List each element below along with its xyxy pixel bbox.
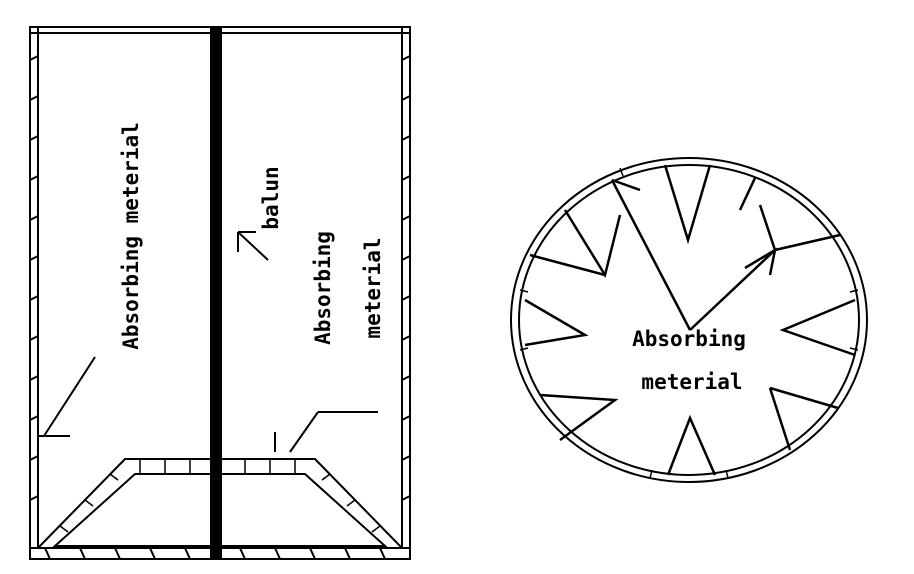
bottom-absorber-outer — [35, 458, 405, 549]
absorber-top-hatch — [139, 459, 296, 474]
outer-ellipse — [510, 157, 868, 483]
absorber-wedges — [524, 164, 856, 476]
ellipse-wall-ticks — [519, 167, 859, 479]
label-absorbing-left: Absorbing meterial — [119, 122, 143, 350]
label-balun: balun — [259, 166, 283, 229]
inner-ellipse — [518, 164, 860, 476]
right-label-leader — [274, 411, 378, 453]
balun-arrow — [237, 231, 269, 261]
label-absorbing-right-line2: meterial — [361, 237, 385, 338]
right-wall-hatch — [401, 55, 411, 501]
balun-rod — [210, 27, 222, 559]
left-label-leader — [38, 356, 96, 437]
cross-section-label-line2: meterial — [641, 370, 742, 394]
absorber-side-hatch — [59, 473, 381, 533]
label-absorbing-right-line1: Absorbing — [311, 231, 335, 345]
base-hatch — [44, 547, 386, 560]
cross-section-diagram — [510, 157, 868, 483]
bottom-absorber-inner — [52, 473, 388, 547]
left-wall-hatch — [29, 55, 39, 501]
cross-section-label-line1: Absorbing — [632, 327, 746, 351]
